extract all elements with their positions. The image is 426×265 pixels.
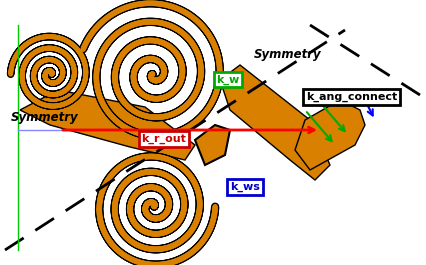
Polygon shape (195, 125, 230, 165)
Text: k_ws: k_ws (230, 182, 260, 192)
Polygon shape (220, 65, 330, 180)
Text: k_r_out: k_r_out (141, 134, 187, 144)
Polygon shape (295, 100, 365, 170)
Text: Symmetry: Symmetry (11, 111, 78, 125)
Text: Symmetry: Symmetry (253, 48, 321, 61)
Text: k_w: k_w (216, 74, 239, 85)
Polygon shape (20, 90, 195, 160)
Text: k_ang_connect: k_ang_connect (306, 92, 397, 102)
